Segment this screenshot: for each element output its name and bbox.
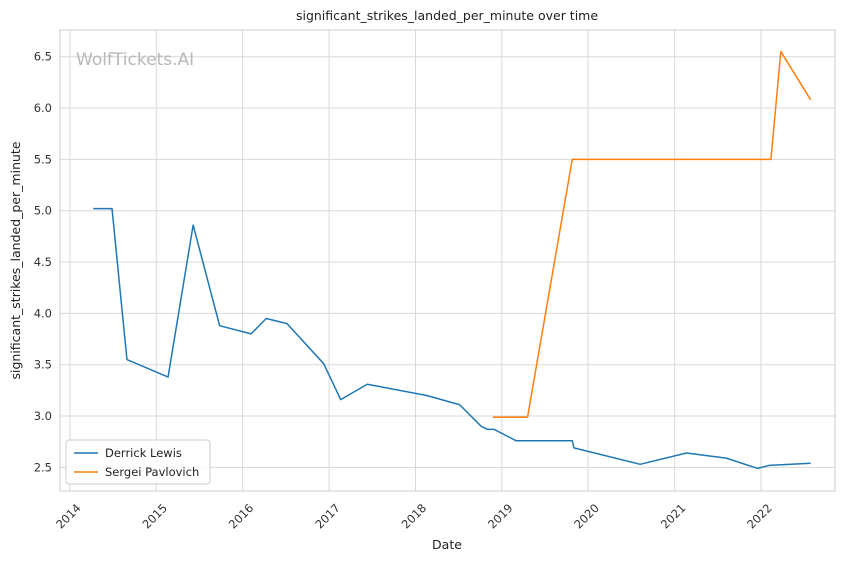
y-tick-label: 6.0 [34,101,52,115]
legend-box [65,439,211,485]
watermark: WolfTickets.AI [76,50,194,70]
y-tick-label: 5.5 [34,152,52,166]
y-tick-label: 4.0 [34,306,52,320]
y-tick-label: 5.0 [34,204,52,218]
legend-label: Sergei Pavlovich [105,465,199,479]
plot-area-frame [59,29,836,492]
y-axis-ticks: 2.5 3.0 3.5 4.0 4.5 5.0 5.5 6.0 6.5 [34,50,52,475]
y-tick-label: 4.5 [34,255,52,269]
legend-label: Derrick Lewis [105,446,182,460]
x-axis-label: Date [432,537,462,552]
series-line-derrick-lewis [93,207,811,470]
y-axis-label: significant_strikes_landed_per_minute [8,141,23,379]
legend: Derrick Lewis Sergei Pavlovich [65,439,211,485]
y-tick-label: 3.5 [34,358,52,372]
series-line-sergei-pavlovich [492,50,812,418]
y-tick-label: 3.0 [34,409,52,423]
grid-lines [60,30,835,491]
y-tick-label: 6.5 [34,50,52,64]
series-layer [93,50,812,470]
y-tick-label: 2.5 [34,460,52,474]
chart-title: significant_strikes_landed_per_minute ov… [296,8,598,23]
